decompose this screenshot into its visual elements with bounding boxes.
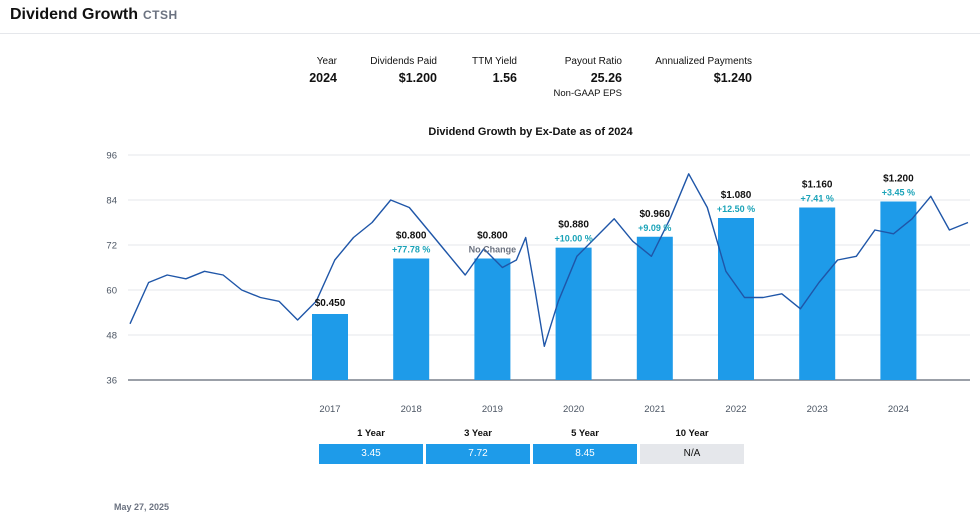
page-header: Dividend Growth CTSH xyxy=(10,6,178,28)
bar-2024 xyxy=(880,201,917,380)
x-tick-label: 2017 xyxy=(319,404,340,415)
bar-2019 xyxy=(474,258,511,380)
price-line xyxy=(129,173,969,347)
bar-value-label: $0.880 xyxy=(558,220,589,231)
x-tick-label: 2023 xyxy=(807,404,828,415)
bar-growth-label: +77.78 % xyxy=(392,245,430,255)
bar-growth-label: +7.41 % xyxy=(801,194,834,204)
y-tick-label: 48 xyxy=(106,331,117,342)
x-tick-label: 2022 xyxy=(725,404,746,415)
bar-value-label: $0.800 xyxy=(396,231,427,242)
bar-2020 xyxy=(555,247,592,380)
y-tick-label: 96 xyxy=(106,151,117,162)
as-of-date: May 27, 2025 xyxy=(114,502,170,512)
y-tick-label: 60 xyxy=(106,286,117,297)
bar-2022 xyxy=(718,218,754,380)
bar-growth-label: +9.09 % xyxy=(638,223,671,233)
header-divider xyxy=(0,33,980,34)
bar-2021 xyxy=(636,236,673,380)
x-tick-label: 2019 xyxy=(482,404,503,415)
bar-value-label: $1.080 xyxy=(721,190,752,201)
bar-value-label: $1.160 xyxy=(802,180,833,191)
bar-growth-label: +10.00 % xyxy=(554,234,592,244)
page-title: Dividend Growth xyxy=(10,6,138,23)
bar-growth-label: No Change xyxy=(469,245,517,255)
stat-payout-ratio: Payout Ratio 25.26 Non-GAAP EPS xyxy=(553,56,622,99)
y-tick-label: 72 xyxy=(106,241,117,252)
growth-cell-1-year: 1 Year 3.45 xyxy=(319,428,423,464)
stat-year: Year 2024 xyxy=(309,56,337,85)
stat-dividends-paid: Dividends Paid $1.200 xyxy=(370,56,437,85)
stat-annualized-payments: Annualized Payments $1.240 xyxy=(655,56,752,85)
growth-cell-10-year: 10 Year N/A xyxy=(640,428,744,464)
bar-2018 xyxy=(393,258,430,380)
growth-cell-5-year: 5 Year 8.45 xyxy=(533,428,637,464)
bar-growth-label: +3.45 % xyxy=(882,188,915,198)
dividend-growth-chart: 36 48 60 72 84 96 2017 2018 2019 2020 2021 2022 2023… xyxy=(106,151,970,415)
bar-value-label: $0.450 xyxy=(315,298,346,309)
x-tick-label: 2021 xyxy=(644,404,665,415)
x-tick-label: 2024 xyxy=(888,404,909,415)
bar-value-label: $0.800 xyxy=(477,231,508,242)
stat-ttm-yield: TTM Yield 1.56 xyxy=(471,56,517,85)
x-tick-label: 2020 xyxy=(563,404,584,415)
bar-growth-label: +12.50 % xyxy=(717,204,755,214)
bar-2023 xyxy=(799,207,836,380)
bar-2017 xyxy=(312,314,348,380)
ticker-symbol: CTSH xyxy=(143,8,178,22)
bar-value-label: $1.200 xyxy=(883,174,914,185)
chart-title: Dividend Growth by Ex-Date as of 2024 xyxy=(428,126,633,138)
growth-cell-3-year: 3 Year 7.72 xyxy=(426,428,530,464)
bar-value-label: $0.960 xyxy=(640,209,671,220)
y-tick-label: 84 xyxy=(106,196,117,207)
y-tick-label: 36 xyxy=(106,376,117,387)
x-tick-label: 2018 xyxy=(401,404,422,415)
